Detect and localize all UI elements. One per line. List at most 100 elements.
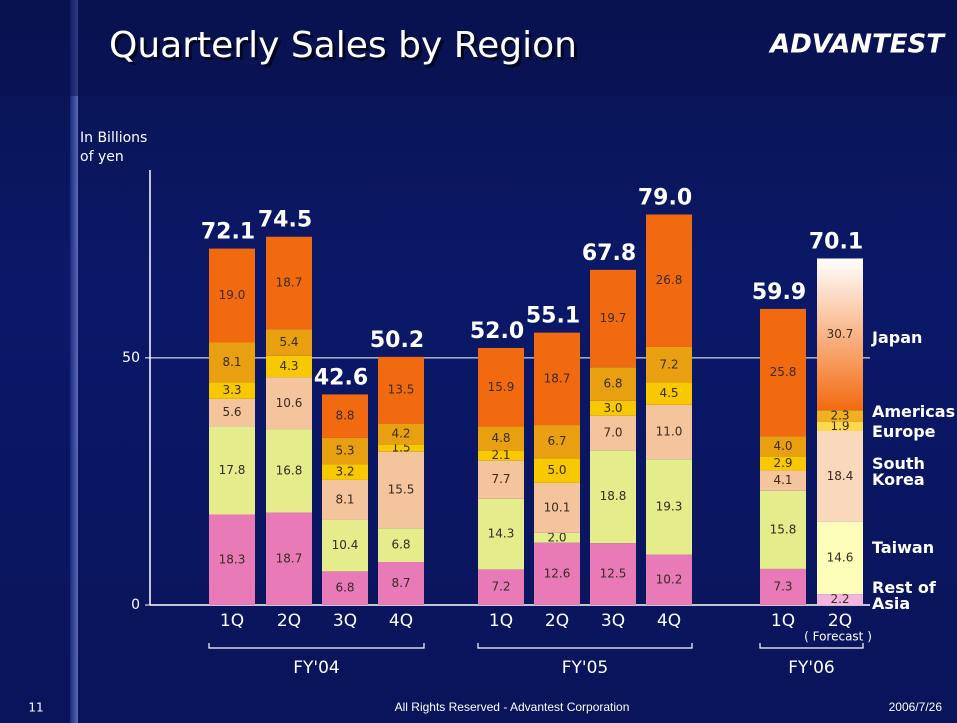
value-label: 26.8 bbox=[656, 273, 683, 287]
bar-segment bbox=[378, 423, 424, 445]
x-tick-label: 2Q bbox=[828, 611, 852, 631]
value-label: 7.0 bbox=[603, 425, 622, 439]
bar-segment bbox=[478, 498, 524, 570]
bar-segment bbox=[322, 394, 368, 438]
group-bracket bbox=[477, 643, 693, 649]
bar-segment bbox=[322, 571, 368, 605]
value-label: 14.6 bbox=[827, 551, 854, 565]
value-label: 7.2 bbox=[659, 357, 678, 371]
x-tick-label: 1Q bbox=[489, 611, 513, 631]
bar-segment bbox=[590, 269, 636, 368]
page-number: 11 bbox=[28, 701, 43, 715]
chart-title: Quarterly Sales by Region bbox=[109, 25, 577, 66]
total-label: 67.8 bbox=[582, 241, 636, 266]
bar-segment bbox=[590, 367, 636, 401]
total-label: 79.0 bbox=[638, 185, 692, 210]
bar-segment bbox=[590, 415, 636, 451]
bar-segment bbox=[534, 458, 580, 483]
bar-segment bbox=[209, 398, 255, 427]
value-label: 19.3 bbox=[656, 499, 683, 513]
bar-segment bbox=[266, 236, 312, 330]
x-tick-label: 1Q bbox=[771, 611, 795, 631]
value-label: 3.0 bbox=[603, 401, 622, 415]
bar-segment bbox=[590, 543, 636, 605]
bar-segment bbox=[209, 248, 255, 343]
value-label: 2.9 bbox=[773, 456, 792, 470]
bar-segment bbox=[646, 554, 692, 605]
bar-segment bbox=[322, 437, 368, 465]
value-label: 18.7 bbox=[276, 275, 303, 289]
value-label: 12.6 bbox=[544, 566, 571, 580]
total-label: 70.1 bbox=[809, 229, 863, 254]
value-label: 5.3 bbox=[335, 444, 354, 458]
value-label: 19.7 bbox=[600, 311, 627, 325]
value-label: 8.7 bbox=[391, 576, 410, 590]
bar-segment bbox=[266, 377, 312, 430]
bar-segment bbox=[760, 568, 806, 605]
bar-segment bbox=[646, 404, 692, 460]
value-label: 3.3 bbox=[222, 383, 241, 397]
bar-segment bbox=[478, 450, 524, 461]
bar-segment bbox=[209, 426, 255, 515]
x-tick-label: 3Q bbox=[601, 611, 625, 631]
group-label: FY'06 bbox=[788, 658, 834, 678]
total-label: 72.1 bbox=[201, 220, 255, 245]
bar-segment bbox=[266, 512, 312, 605]
bar-segment bbox=[378, 561, 424, 605]
value-label: 6.8 bbox=[335, 581, 354, 595]
bar-segment bbox=[760, 308, 806, 437]
group-label: FY'04 bbox=[293, 658, 339, 678]
value-label: 6.8 bbox=[391, 538, 410, 552]
bar-segment bbox=[209, 342, 255, 383]
x-tick-label: 4Q bbox=[389, 611, 413, 631]
bar-segment bbox=[322, 479, 368, 520]
bar-segment bbox=[322, 519, 368, 572]
x-tick-label: 2Q bbox=[545, 611, 569, 631]
annotation: ( Forecast ) bbox=[804, 630, 872, 644]
legend-label: South Korea bbox=[872, 454, 925, 489]
total-label: 55.1 bbox=[526, 304, 580, 329]
chart-title-shadow: Quarterly Sales by Region bbox=[112, 28, 580, 69]
value-label: 8.1 bbox=[222, 355, 241, 369]
value-label: 18.4 bbox=[827, 469, 854, 483]
group-bracket bbox=[759, 643, 864, 649]
legend-label: Europe bbox=[872, 422, 936, 441]
bar-segment bbox=[378, 444, 424, 452]
bar-segment bbox=[817, 410, 863, 422]
value-label: 6.8 bbox=[603, 377, 622, 391]
x-tick-label: 4Q bbox=[657, 611, 681, 631]
bar-segment bbox=[209, 382, 255, 399]
value-label: 8.1 bbox=[335, 492, 354, 506]
value-label: 2.0 bbox=[547, 530, 566, 544]
copyright: All Rights Reserved - Advantest Corporat… bbox=[395, 700, 630, 714]
x-tick-label: 3Q bbox=[333, 611, 357, 631]
value-label: 2.1 bbox=[491, 448, 510, 462]
bar-segment bbox=[534, 482, 580, 533]
value-label: 18.7 bbox=[276, 551, 303, 565]
value-label: 4.1 bbox=[773, 473, 792, 487]
value-label: 14.3 bbox=[488, 527, 515, 541]
value-label: 13.5 bbox=[388, 383, 415, 397]
legend-label: Taiwan bbox=[872, 538, 935, 557]
bar-segment bbox=[266, 329, 312, 356]
value-label: 2.2 bbox=[830, 592, 849, 606]
value-label: 8.8 bbox=[335, 409, 354, 423]
bar-segment bbox=[534, 532, 580, 543]
value-label: 4.2 bbox=[391, 426, 410, 440]
bar-segment bbox=[534, 542, 580, 605]
value-label: 7.2 bbox=[491, 580, 510, 594]
y-tick-label: 50 bbox=[122, 350, 140, 366]
value-label: 10.2 bbox=[656, 572, 683, 586]
legend-label: Japan bbox=[872, 328, 923, 347]
side-stripe bbox=[70, 0, 78, 723]
bar-segment bbox=[378, 451, 424, 529]
value-label: 18.7 bbox=[544, 371, 571, 385]
group-label: FY'05 bbox=[562, 658, 608, 678]
bar-segment bbox=[478, 569, 524, 605]
y-tick-label: 0 bbox=[131, 597, 140, 613]
bar-segment bbox=[760, 456, 806, 471]
y-axis-label: of yen bbox=[80, 149, 124, 165]
bar-segment bbox=[760, 470, 806, 491]
